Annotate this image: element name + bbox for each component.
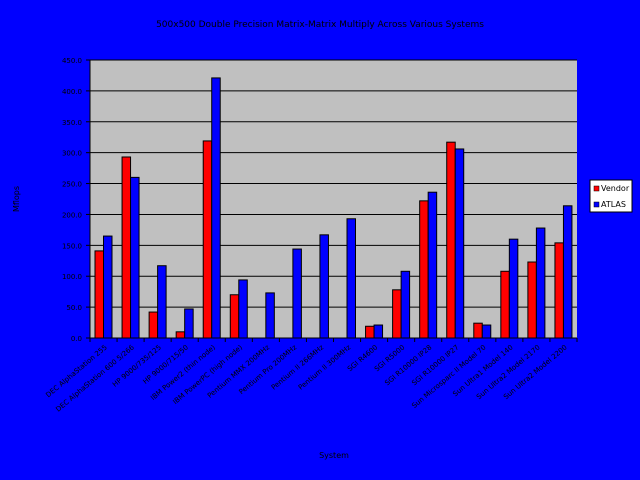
x-tick-label: SGI R10000 IP27 xyxy=(410,343,460,387)
bar-atlas xyxy=(481,324,492,339)
bar-atlas xyxy=(454,148,465,339)
legend-label-atlas: ATLAS xyxy=(601,200,626,209)
bar-atlas xyxy=(184,308,194,339)
y-tick-label: 450.0 xyxy=(62,57,82,65)
x-tick-label: Pentium II 300MHz xyxy=(297,343,353,391)
bar-vendor xyxy=(148,311,159,339)
bar-vendor xyxy=(473,322,483,339)
y-tick-label: 250.0 xyxy=(62,181,82,189)
bar-atlas xyxy=(373,324,384,339)
bar-vendor xyxy=(392,289,402,339)
bar-vendor xyxy=(365,325,375,339)
legend-swatch-atlas xyxy=(593,201,600,208)
bar-atlas xyxy=(427,191,438,339)
bar-vendor xyxy=(121,156,132,339)
x-tick-label: HP 9000/735/125 xyxy=(111,343,163,388)
bar-atlas xyxy=(562,205,573,339)
x-axis-label: System xyxy=(319,451,349,460)
bar-vendor xyxy=(554,242,564,339)
legend-swatch-vendor xyxy=(593,185,600,192)
bar-atlas xyxy=(508,238,519,339)
y-tick-label: 100.0 xyxy=(62,273,82,281)
bar-vendor xyxy=(446,141,456,339)
bar-vendor xyxy=(527,261,537,339)
bar-atlas xyxy=(265,292,275,339)
legend-label-vendor: Vendor xyxy=(601,184,630,193)
bar-atlas xyxy=(211,77,221,339)
bar-atlas xyxy=(292,248,302,339)
bar-atlas xyxy=(238,279,248,339)
y-tick-label: 150.0 xyxy=(62,242,82,250)
chart-title: 500x500 Double Precision Matrix-Matrix M… xyxy=(156,20,484,30)
y-tick-label: 200.0 xyxy=(62,211,82,219)
bar-vendor xyxy=(202,140,213,339)
y-tick-label: 300.0 xyxy=(62,150,82,158)
bar-vendor xyxy=(419,200,429,339)
y-tick-label: 0.0 xyxy=(71,335,82,343)
plot-area xyxy=(90,60,577,338)
bar-atlas xyxy=(535,227,546,339)
bar-vendor xyxy=(94,250,104,339)
bar-vendor xyxy=(175,331,186,339)
legend: Vendor ATLAS xyxy=(589,179,633,213)
bar-atlas xyxy=(130,176,140,339)
bar-atlas xyxy=(157,265,167,339)
y-tick-label: 50.0 xyxy=(66,304,82,312)
y-axis-label: Mflops xyxy=(12,186,21,212)
bar-atlas xyxy=(400,270,411,339)
bar-atlas xyxy=(346,218,356,339)
bar-vendor xyxy=(229,294,240,339)
x-tick-label: SGI R10000 IP28 xyxy=(383,343,433,387)
bar-vendor xyxy=(500,270,510,339)
bar-atlas xyxy=(319,234,329,339)
y-tick-label: 400.0 xyxy=(62,88,82,96)
bar-atlas xyxy=(103,235,113,339)
y-tick-label: 350.0 xyxy=(62,119,82,127)
